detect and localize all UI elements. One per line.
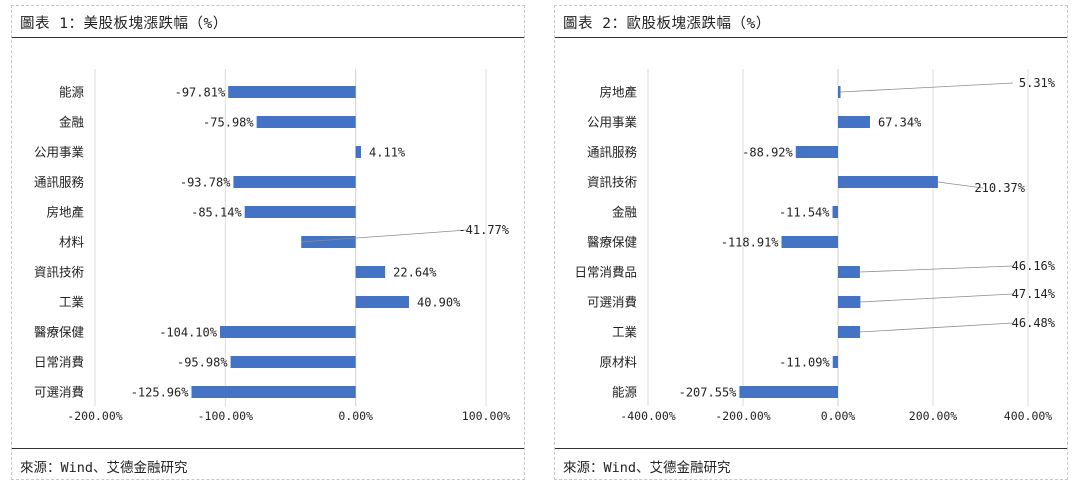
data-label: 22.64% (393, 266, 437, 280)
category-label: 材料 (59, 235, 85, 250)
data-label: 4.11% (369, 146, 406, 160)
data-label: 46.48% (1012, 316, 1056, 330)
x-tick-label: 0.00% (821, 409, 856, 423)
leader-line (859, 265, 1014, 273)
chart-source: 來源：Wind、艾德金融研究 (12, 448, 524, 480)
category-label: 能源 (612, 385, 638, 400)
category-label: 可選消費 (587, 295, 637, 310)
bar (832, 356, 838, 368)
chart-source: 來源：Wind、艾德金融研究 (555, 448, 1067, 480)
data-label: -85.14% (191, 206, 242, 220)
bar (191, 386, 356, 398)
bar (355, 146, 362, 158)
category-label: 公用事業 (34, 145, 85, 160)
data-label: -41.77% (458, 223, 509, 237)
x-tick-label: -200.00% (67, 409, 122, 423)
bar (228, 86, 356, 98)
bar (838, 116, 870, 128)
bar (219, 326, 356, 338)
data-label: -207.55% (679, 386, 738, 400)
category-label: 醫療保健 (587, 235, 638, 250)
data-label: -11.09% (779, 356, 830, 370)
bar (355, 296, 409, 308)
category-label: 日常消費品 (574, 265, 637, 280)
category-label: 金融 (59, 115, 85, 130)
x-tick-label: 0.00% (338, 409, 373, 423)
bar (838, 176, 938, 188)
x-tick-label: -400.00% (620, 409, 675, 423)
bar (838, 86, 841, 98)
category-label: 醫療保健 (34, 325, 85, 340)
x-tick-label: 100.00% (462, 409, 511, 423)
eu-sector-bar-chart: -400.00% -200.00% 0.00% 200.00% 400.00% 房地產 5.… (574, 69, 1056, 423)
category-label: 能源 (59, 85, 85, 100)
bar (230, 356, 356, 368)
x-tick-label: -100.00% (198, 409, 253, 423)
chart-panel-us-sectors: 圖表 1：美股板塊漲跌幅（%） -200.00% -100.00% 0.00% 100… (11, 5, 525, 480)
data-label: 40.90% (417, 296, 461, 310)
data-label: -93.78% (180, 176, 231, 190)
data-label: 67.34% (878, 116, 922, 130)
bar (838, 296, 861, 308)
data-label: -75.98% (203, 116, 254, 130)
bar (795, 146, 838, 158)
data-label: -97.81% (175, 86, 226, 100)
data-label: 47.14% (1012, 287, 1056, 301)
category-label: 工業 (612, 325, 638, 340)
chart-title: 圖表 1：美股板塊漲跌幅（%） (12, 6, 524, 38)
data-label: -125.96% (131, 386, 190, 400)
x-tick-label: 200.00% (909, 409, 958, 423)
bar (256, 116, 356, 128)
leader-line (840, 82, 1014, 93)
category-label: 工業 (59, 295, 85, 310)
category-label: 公用事業 (587, 115, 638, 130)
bar (233, 176, 356, 188)
leader-line (937, 181, 984, 189)
chart-panel-eu-sectors: 圖表 2：歐股板塊漲跌幅（%） -400.00% -200.00% 0.00% 200… (554, 5, 1068, 480)
data-label: -95.98% (177, 356, 228, 370)
bar (301, 236, 356, 248)
category-label: 通訊服務 (34, 175, 85, 190)
category-label: 日常消費 (34, 355, 84, 370)
data-label: 46.16% (1012, 259, 1056, 273)
bar (838, 266, 860, 278)
category-label: 通訊服務 (587, 145, 638, 160)
bar (838, 326, 861, 338)
data-label: -118.91% (721, 236, 780, 250)
data-label: -88.92% (742, 146, 793, 160)
category-label: 可選消費 (34, 385, 84, 400)
leader-line (860, 293, 1014, 303)
category-label: 金融 (612, 205, 638, 220)
bar (244, 206, 356, 218)
leader-line (301, 229, 468, 243)
chart-title: 圖表 2：歐股板塊漲跌幅（%） (555, 6, 1067, 38)
category-label: 房地產 (46, 205, 84, 220)
category-label: 房地產 (599, 85, 637, 100)
x-tick-label: -200.00% (715, 409, 770, 423)
category-label: 資訊技術 (34, 265, 84, 280)
bar (781, 236, 838, 248)
data-label: -11.54% (779, 206, 830, 220)
us-sector-bar-chart: -200.00% -100.00% 0.00% 100.00% 能源 -97.81% 金融 -… (34, 69, 511, 423)
bar (832, 206, 838, 218)
category-label: 資訊技術 (587, 175, 637, 190)
data-label: 5.31% (1019, 76, 1056, 90)
data-label: 210.37% (974, 181, 1025, 195)
leader-line (860, 322, 1014, 333)
bar (355, 266, 386, 278)
category-label: 原材料 (599, 355, 637, 370)
x-tick-label: 400.00% (1004, 409, 1053, 423)
bar (739, 386, 838, 398)
data-label: -104.10% (159, 326, 218, 340)
